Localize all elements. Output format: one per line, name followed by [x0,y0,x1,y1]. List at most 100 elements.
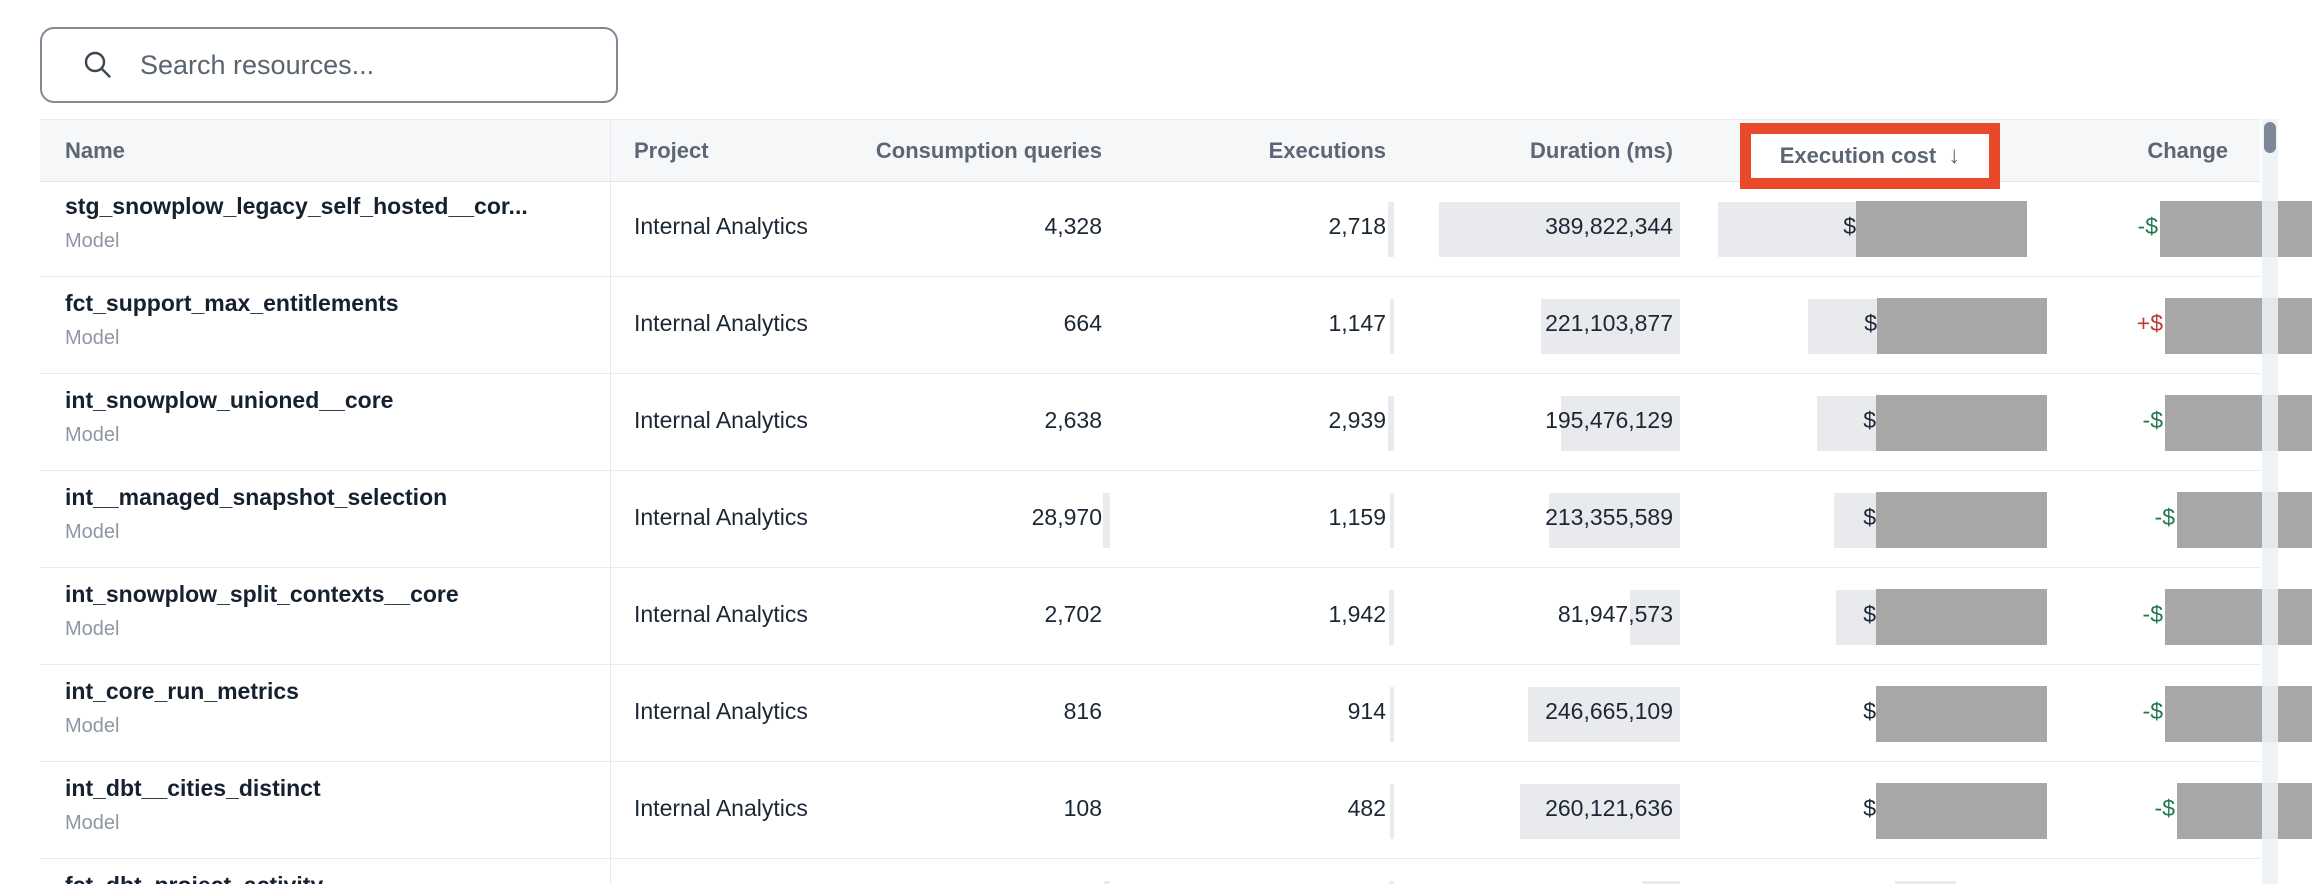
execution-cost-currency: $ [1863,698,1876,724]
consumption-heat-bar [1103,493,1110,548]
table-row[interactable]: stg_snowplow_legacy_self_hosted__cor... … [0,180,2312,277]
table-row[interactable]: int__managed_snapshot_selection Model In… [0,471,2312,568]
consumption-queries-cell: 4,328 [1044,213,1102,239]
table-row[interactable]: int_dbt__cities_distinct Model Internal … [0,762,2312,859]
resource-type-label: Model [65,521,120,543]
execution-cost-currency: $ [1864,310,1877,336]
consumption-queries-cell: 2,702 [1044,601,1102,627]
redacted-execution-cost-value [1876,783,2047,839]
resource-name-link[interactable]: int_snowplow_split_contexts__core [65,581,459,607]
consumption-heat-bar [1104,881,1110,884]
executions-heat-bar [1390,493,1394,548]
duration-cell: 389,822,344 [1545,213,1673,239]
duration-cell: 195,476,129 [1545,407,1673,433]
change-sign: -$ [2142,407,2163,433]
column-header-executions[interactable]: Executions [1268,137,1386,163]
search-icon [82,49,114,81]
table-row[interactable]: fct_dbt_project_activity [0,859,2312,884]
search-input[interactable] [138,48,602,82]
executions-cell: 1,147 [1328,310,1386,336]
duration-cell: 246,665,109 [1545,698,1673,724]
redacted-execution-cost-value [1876,686,2047,742]
project-cell: Internal Analytics [634,601,808,627]
redacted-execution-cost-value [1877,298,2047,354]
resource-name-link[interactable]: int_core_run_metrics [65,678,299,704]
duration-heat-bar [1549,493,1680,548]
table-row[interactable]: fct_support_max_entitlements Model Inter… [0,277,2312,374]
consumption-queries-cell: 664 [1063,310,1102,336]
vertical-scrollbar-track[interactable] [2262,119,2278,884]
project-cell: Internal Analytics [634,698,808,724]
redacted-execution-cost-value [1876,589,2047,645]
duration-cell: 221,103,877 [1545,310,1673,336]
duration-heat-bar [1439,202,1680,257]
execution-cost-currency: $ [1863,601,1876,627]
change-sign: -$ [2142,601,2163,627]
execution-cost-currency: $ [1863,795,1876,821]
redacted-change-value [2165,589,2312,645]
executions-cell: 482 [1347,795,1386,821]
project-cell: Internal Analytics [634,310,808,336]
executions-heat-bar [1388,396,1394,451]
resource-name-link[interactable]: int__managed_snapshot_selection [65,484,448,510]
resource-name-link[interactable]: int_snowplow_unioned__core [65,387,394,413]
change-sign: -$ [2137,213,2158,239]
column-header-change[interactable]: Change [2147,137,2228,163]
column-header-name[interactable]: Name [65,137,125,163]
redacted-change-value [2177,492,2312,548]
resource-name-link[interactable]: int_dbt__cities_distinct [65,775,321,801]
table-row[interactable]: int_snowplow_split_contexts__core Model … [0,568,2312,665]
execution-cost-currency: $ [1863,407,1876,433]
name-project-column-divider [610,119,611,884]
column-header-execution-cost[interactable]: Execution cost [1779,143,1937,168]
duration-heat-bar [1541,299,1680,354]
executions-cell: 2,718 [1328,213,1386,239]
executions-heat-bar [1389,881,1394,884]
change-sign: -$ [2142,698,2163,724]
change-sign: -$ [2154,795,2175,821]
execution-cost-heat-bar [1895,881,1956,884]
redacted-change-value [2177,783,2312,839]
consumption-queries-cell: 816 [1063,698,1102,724]
resource-name-link[interactable]: fct_dbt_project_activity [65,872,323,884]
duration-heat-bar [1561,396,1680,451]
redacted-execution-cost-value [1876,492,2047,548]
consumption-queries-cell: 108 [1063,795,1102,821]
column-header-project[interactable]: Project [634,137,709,163]
redacted-execution-cost-value [1856,201,2027,257]
column-header-consumption-queries[interactable]: Consumption queries [875,137,1102,163]
redacted-change-value [2165,298,2312,354]
table-row[interactable]: int_core_run_metrics Model Internal Anal… [0,665,2312,762]
executions-cell: 2,939 [1328,407,1386,433]
change-sign: +$ [2136,310,2163,336]
resource-type-label: Model [65,715,120,737]
duration-heat-bar [1520,784,1680,839]
duration-heat-bar [1528,687,1680,742]
executions-cell: 1,159 [1328,504,1386,530]
resource-type-label: Model [65,812,120,834]
duration-heat-bar [1642,881,1680,884]
executions-heat-bar [1390,299,1394,354]
column-header-duration[interactable]: Duration (ms) [1530,137,1673,163]
project-cell: Internal Analytics [634,407,808,433]
resource-name-link[interactable]: stg_snowplow_legacy_self_hosted__cor... [65,193,528,219]
executions-cell: 1,942 [1328,601,1386,627]
vertical-scrollbar-thumb[interactable] [2264,122,2276,153]
duration-cell: 213,355,589 [1545,504,1673,530]
resource-name-link[interactable]: fct_support_max_entitlements [65,290,399,316]
table-row[interactable]: int_snowplow_unioned__core Model Interna… [0,374,2312,471]
execution-cost-currency: $ [1863,504,1876,530]
executions-cell: 914 [1347,698,1386,724]
redacted-change-value [2165,395,2312,451]
search-box[interactable] [40,27,618,103]
executions-heat-bar [1390,687,1394,742]
duration-heat-bar [1630,590,1680,645]
project-cell: Internal Analytics [634,795,808,821]
redacted-change-value [2165,686,2312,742]
duration-cell: 81,947,573 [1557,601,1673,627]
executions-heat-bar [1388,202,1394,257]
click-annotation-highlight-box: Execution cost ↓ [1740,123,2000,189]
sort-descending-arrow-icon: ↓ [1948,142,1961,169]
